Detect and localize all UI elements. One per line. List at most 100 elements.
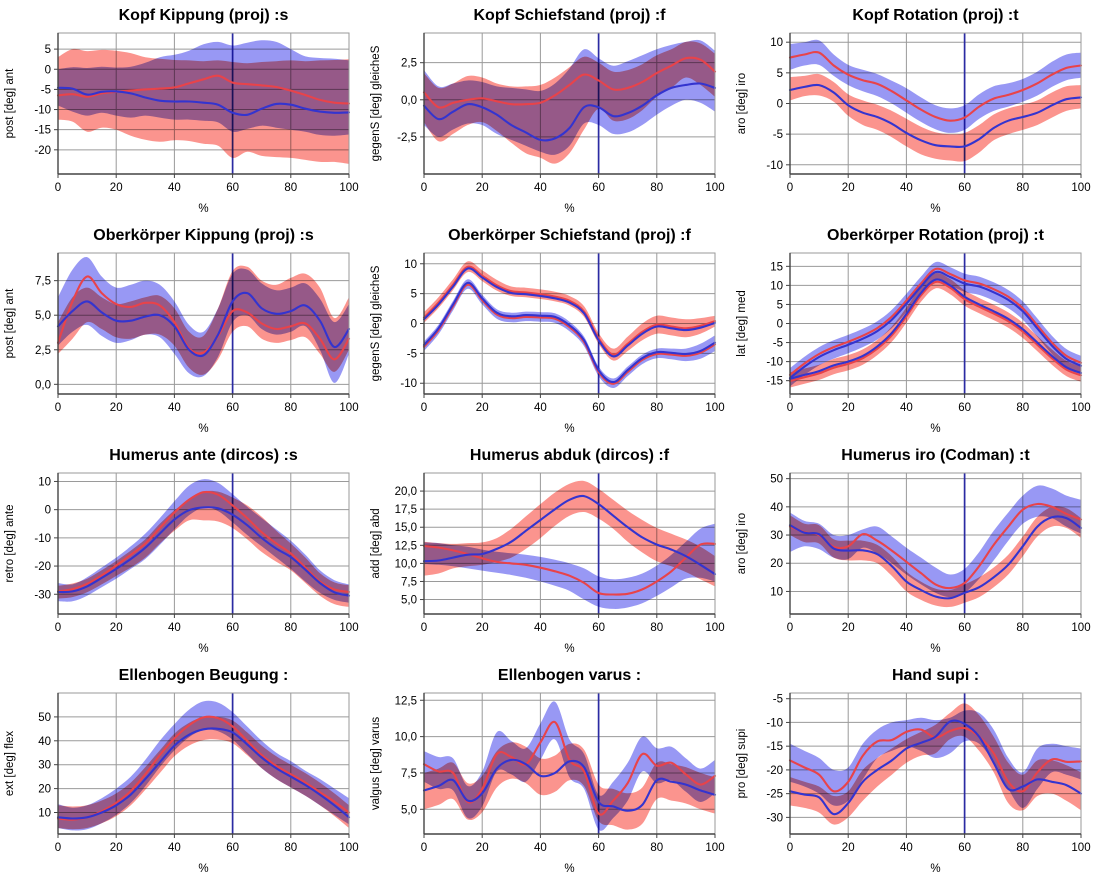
confidence-band-blue xyxy=(790,485,1081,598)
x-axis-label: % xyxy=(198,643,208,655)
chart-oberkoerper-schiefstand: 10 5 0 -5 -10 0 20 40 60 80 100 Oberkörper Schiefst… xyxy=(366,220,732,440)
y-axis-label: gegenS [deg] gleicheS xyxy=(370,265,382,381)
series-line-red xyxy=(56,490,351,594)
chart-title: Humerus abduk (dircos) :f xyxy=(470,447,670,464)
series-line-blue xyxy=(788,278,1083,380)
chart-title: Ellenbogen varus : xyxy=(498,667,641,684)
y-tick-label: 5,0 xyxy=(35,310,51,322)
x-tick-label: 20 xyxy=(842,622,855,634)
y-axis-label: post [deg] ant xyxy=(4,288,16,358)
y-tick-label: -2,5 xyxy=(397,132,417,144)
chart-canvas-kopf-schiefstand: 2,5 0,0 -2,5 0 20 40 60 80 100 Kopf Schiefstand (… xyxy=(370,7,725,215)
x-tick-label: 20 xyxy=(110,842,123,854)
confidence-band-blue xyxy=(790,39,1081,133)
y-tick-label: 10,0 xyxy=(395,558,417,570)
series-line-blue xyxy=(788,719,1083,816)
y-tick-label: 17,5 xyxy=(395,504,417,516)
series-line-red xyxy=(422,56,717,109)
chart-title: Kopf Schiefstand (proj) :f xyxy=(474,7,667,24)
x-tick-label: 100 xyxy=(339,622,358,634)
series-line-red xyxy=(56,74,351,105)
series-line-blue xyxy=(788,270,1083,380)
y-tick-label: 10 xyxy=(404,259,417,271)
y-tick-label: -10 xyxy=(34,105,51,117)
x-tick-label: 100 xyxy=(705,402,724,414)
y-tick-label: 15 xyxy=(770,261,783,273)
series-line-blue xyxy=(422,494,717,576)
x-tick-label: 60 xyxy=(592,842,605,854)
x-tick-label: 20 xyxy=(110,182,123,194)
x-axis-label: % xyxy=(564,203,574,215)
x-axis-label: % xyxy=(198,203,208,215)
series-line-red xyxy=(788,50,1083,122)
x-tick-label: 0 xyxy=(787,622,793,634)
y-axis-label: lat [deg] med xyxy=(736,290,748,356)
x-axis-label: % xyxy=(564,423,574,435)
x-tick-label: 100 xyxy=(1071,182,1090,194)
chart-title: Humerus iro (Codman) :t xyxy=(841,447,1030,464)
confidence-band-blue xyxy=(58,256,349,383)
x-tick-label: 60 xyxy=(592,182,605,194)
x-tick-label: 100 xyxy=(1071,402,1090,414)
series-line-red xyxy=(788,502,1083,590)
confidence-band-blue xyxy=(424,523,715,609)
y-tick-label: 50 xyxy=(38,712,51,724)
x-tick-label: 100 xyxy=(339,182,358,194)
x-tick-label: 0 xyxy=(55,402,61,414)
y-tick-label: 30 xyxy=(770,530,783,542)
y-tick-label: 5 xyxy=(45,44,51,56)
x-tick-label: 0 xyxy=(55,182,61,194)
x-tick-label: 80 xyxy=(1016,622,1029,634)
x-tick-label: 0 xyxy=(421,182,427,194)
y-tick-label: 7,5 xyxy=(401,576,417,588)
y-tick-label: 15,0 xyxy=(395,522,417,534)
x-tick-label: 60 xyxy=(958,402,971,414)
x-tick-label: 100 xyxy=(1071,842,1090,854)
x-axis-label: % xyxy=(564,643,574,655)
chart-canvas-kopf-kippung: 5 0 -5 -10 -15 -20 0 20 40 60 80 100 Kopf Kippung (p… xyxy=(4,7,359,215)
y-tick-label: -30 xyxy=(766,812,783,824)
y-tick-label: 10 xyxy=(38,476,51,488)
x-tick-label: 80 xyxy=(284,182,297,194)
y-tick-label: 20,0 xyxy=(395,486,417,498)
y-axis-label: aro [deg] iro xyxy=(736,73,748,134)
chart-canvas-kopf-rotation: 10 5 0 -5 -10 0 20 40 60 80 100 Kopf Rotation (proj… xyxy=(736,7,1091,215)
x-tick-label: 60 xyxy=(592,402,605,414)
chart-title: Hand supi : xyxy=(892,667,979,684)
y-tick-label: 5,0 xyxy=(401,804,417,816)
y-tick-label: -10 xyxy=(34,533,51,545)
x-tick-label: 60 xyxy=(226,842,239,854)
y-tick-label: -20 xyxy=(766,765,783,777)
y-axis-label: add [deg] abd xyxy=(370,508,382,578)
chart-ellenbogen-beugung: 50 40 30 20 10 0 20 40 60 80 100 Ellenbogen Beugung… xyxy=(0,660,366,880)
chart-canvas-oberkoerper-kippung: 7,5 5,0 2,5 0,0 0 20 40 60 80 100 Oberkörper Kippu… xyxy=(4,227,359,435)
y-tick-label: 50 xyxy=(770,474,783,486)
x-tick-label: 80 xyxy=(284,402,297,414)
x-tick-label: 100 xyxy=(705,842,724,854)
x-tick-label: 40 xyxy=(168,182,181,194)
y-tick-label: -10 xyxy=(400,378,417,390)
y-tick-label: 5 xyxy=(777,68,783,80)
chart-title: Oberkörper Rotation (proj) :t xyxy=(827,227,1045,244)
y-tick-label: 12,5 xyxy=(395,695,417,707)
chart-humerus-ante: 10 0 -10 -20 -30 0 20 40 60 80 100 Humerus ante (di… xyxy=(0,440,366,660)
y-tick-label: 7,5 xyxy=(401,768,417,780)
series-line-red xyxy=(788,280,1083,383)
chart-title: Humerus ante (dircos) :s xyxy=(109,447,298,464)
series-line-blue xyxy=(788,83,1083,149)
y-tick-label: 0,0 xyxy=(35,379,51,391)
series-line-blue xyxy=(56,727,351,820)
y-axis-label: post [deg] ant xyxy=(4,68,16,138)
x-tick-label: 60 xyxy=(226,622,239,634)
x-tick-label: 60 xyxy=(592,622,605,634)
y-tick-label: 10 xyxy=(770,37,783,49)
y-tick-label: 40 xyxy=(770,502,783,514)
x-tick-label: 0 xyxy=(787,842,793,854)
chart-ellenbogen-varus: 12,5 10,0 7,5 5,0 0 20 40 60 80 100 Ellenbogen var… xyxy=(366,660,732,880)
x-tick-label: 60 xyxy=(958,842,971,854)
series-line-blue xyxy=(56,86,351,117)
x-tick-label: 80 xyxy=(1016,402,1029,414)
x-tick-label: 80 xyxy=(650,842,663,854)
